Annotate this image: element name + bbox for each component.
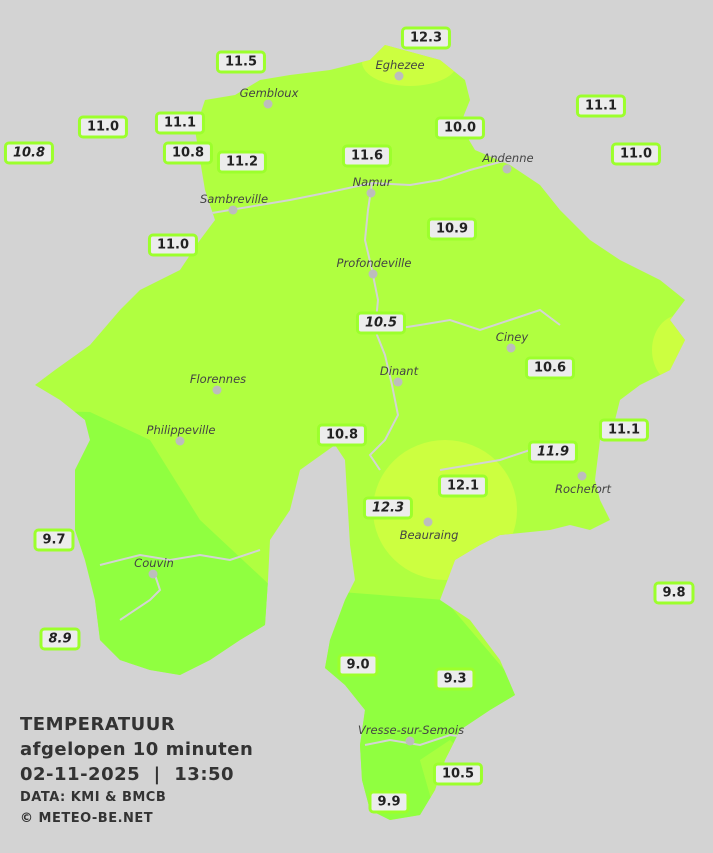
station-temperature[interactable]: 10.8 (162, 141, 214, 165)
station-temperature[interactable]: 10.5 (355, 311, 407, 335)
station-temperature[interactable]: 10.8 (316, 423, 368, 447)
town-dot (405, 736, 415, 746)
station-temperature[interactable]: 12.3 (362, 496, 414, 520)
town-dot (228, 205, 238, 215)
town-dot (148, 569, 158, 579)
station-temperature[interactable]: 9.9 (368, 790, 410, 814)
station-temperature[interactable]: 11.0 (610, 142, 662, 166)
station-temperature[interactable]: 11.2 (216, 150, 268, 174)
station-temperature[interactable]: 11.0 (77, 115, 129, 139)
station-temperature[interactable]: 11.1 (598, 418, 650, 442)
town-dot (366, 188, 376, 198)
town-label: Sambreville (199, 192, 269, 206)
station-temperature[interactable]: 10.6 (524, 356, 576, 380)
legend-subtitle: afgelopen 10 minuten (20, 739, 254, 760)
town-label: Ciney (495, 330, 529, 344)
town-label: Rochefort (554, 482, 612, 496)
station-temperature[interactable]: 10.9 (426, 217, 478, 241)
station-temperature[interactable]: 10.8 (3, 141, 55, 165)
station-temperature[interactable]: 10.0 (434, 116, 486, 140)
station-temperature[interactable]: 11.5 (215, 50, 267, 74)
town-dot (506, 343, 516, 353)
town-dot (423, 517, 433, 527)
town-dot (263, 99, 273, 109)
legend-copyright: © METEO-BE.NET (20, 811, 154, 826)
legend-title: TEMPERATUUR (20, 714, 176, 735)
station-temperature[interactable]: 9.0 (337, 653, 379, 677)
station-temperature[interactable]: 9.8 (653, 581, 695, 605)
station-temperature[interactable]: 11.9 (527, 440, 579, 464)
town-label: Beauraing (399, 528, 459, 542)
station-temperature[interactable]: 8.9 (39, 627, 81, 651)
town-label: Eghezee (375, 58, 425, 72)
town-label: Philippeville (146, 423, 216, 437)
town-label: Andenne (482, 151, 534, 165)
town-dot (368, 269, 378, 279)
town-label: Gembloux (239, 86, 299, 100)
station-temperature[interactable]: 9.3 (434, 667, 476, 691)
town-label: Couvin (134, 556, 174, 570)
legend: TEMPERATUUR afgelopen 10 minuten 02-11-2… (20, 712, 253, 829)
town-label: Namur (352, 175, 392, 189)
zone-12-east (652, 315, 685, 385)
station-temperature[interactable]: 9.7 (33, 528, 75, 552)
town-label: Dinant (379, 364, 419, 378)
legend-source: DATA: KMI & BMCB (20, 790, 167, 805)
station-temperature[interactable]: 10.5 (432, 762, 484, 786)
station-temperature[interactable]: 11.1 (575, 94, 627, 118)
town-label: Florennes (189, 372, 247, 386)
station-temperature[interactable]: 11.0 (147, 233, 199, 257)
station-temperature[interactable]: 11.1 (154, 111, 206, 135)
legend-datetime: 02-11-2025 | 13:50 (20, 764, 235, 785)
town-dot (577, 471, 587, 481)
town-dot (175, 436, 185, 446)
town-label: Profondeville (336, 256, 412, 270)
town-dot (502, 164, 512, 174)
town-dot (394, 71, 404, 81)
station-temperature[interactable]: 11.6 (341, 144, 393, 168)
station-temperature[interactable]: 12.1 (437, 474, 489, 498)
town-label: Vresse-sur-Semois (357, 723, 465, 737)
town-dot (393, 377, 403, 387)
zone-9-south (315, 590, 530, 820)
station-temperature[interactable]: 12.3 (400, 26, 452, 50)
town-dot (212, 385, 222, 395)
